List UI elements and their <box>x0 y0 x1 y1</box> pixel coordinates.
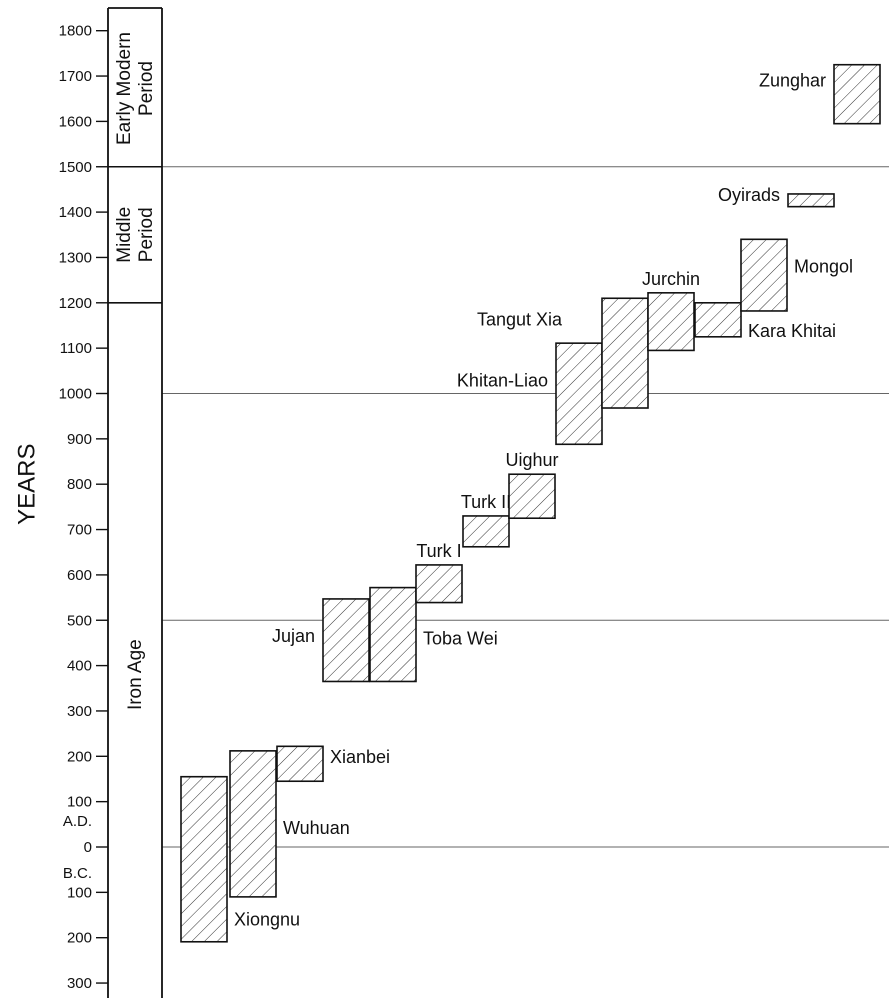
bar-uighur <box>508 473 556 520</box>
chart-frame <box>107 7 163 998</box>
bar-kara-khitai <box>694 301 742 338</box>
y-tick-label: 300 <box>67 975 92 992</box>
y-tick-label: 1500 <box>59 159 92 176</box>
bar-label-kara-khitai: Kara Khitai <box>748 321 836 341</box>
bar-label-turk-ii: Turk II <box>461 492 511 512</box>
y-tick-label: 900 <box>67 431 92 448</box>
bar-tangut-xia <box>601 297 649 409</box>
bar-label-uighur: Uighur <box>505 450 558 470</box>
y-tick-label: 0 <box>84 839 92 856</box>
bar-khitan-liao <box>555 342 603 446</box>
bar-jurchin <box>647 292 695 352</box>
y-tick-label: 200 <box>67 930 92 947</box>
era-iron-age: Iron Age <box>125 639 146 710</box>
y-tick-label: 100 <box>67 794 92 811</box>
y-tick-label: 1000 <box>59 386 92 403</box>
bar-jujan <box>322 598 370 683</box>
bar-label-mongol: Mongol <box>794 257 853 277</box>
y-tick-label: 800 <box>67 476 92 493</box>
y-tick-label: 200 <box>67 748 92 765</box>
y-tick-label: 300 <box>67 703 92 720</box>
y-tick-label: 1100 <box>60 340 92 357</box>
y-tick-label: 1400 <box>59 204 92 221</box>
bar-xiongnu <box>180 775 228 943</box>
bar-oyirads <box>787 193 835 208</box>
bar-label-jujan: Jujan <box>272 626 315 646</box>
y-tick-label: 500 <box>67 612 92 629</box>
ad-marker: A.D. <box>63 813 92 830</box>
y-tick-label: 100 <box>67 884 92 901</box>
bar-wuhuan <box>229 750 277 898</box>
bar-turk-ii <box>462 515 510 548</box>
bar-label-oyirads: Oyirads <box>718 185 780 205</box>
era-label: Period <box>136 207 157 262</box>
y-tick-label: 1600 <box>59 113 92 130</box>
y-axis: YEARS 1800 1700 1600 1500 1400 1300 1200 1100 10… <box>13 23 108 992</box>
y-axis-title: YEARS <box>13 444 40 525</box>
bar-label-tangut-xia: Tangut Xia <box>477 310 563 330</box>
bc-marker: B.C. <box>63 865 92 882</box>
era-middle-period: Middle Period <box>114 207 157 263</box>
bar-turk-i <box>415 564 463 604</box>
era-label: Middle <box>114 207 135 263</box>
bars <box>180 63 881 943</box>
bar-label-wuhuan: Wuhuan <box>283 818 350 838</box>
y-tick-label: 1300 <box>59 249 92 266</box>
era-label: Iron Age <box>125 639 146 710</box>
y-tick-label: 1200 <box>59 295 92 312</box>
bar-label-jurchin: Jurchin <box>642 269 700 289</box>
era-early-modern-period: Early Modern Period <box>114 32 157 145</box>
bar-zunghar <box>833 63 881 125</box>
y-tick-label: 1800 <box>59 23 92 40</box>
bar-label-xianbei: Xianbei <box>330 747 390 767</box>
bar-toba-wei <box>369 586 417 683</box>
y-tick-label: 700 <box>67 522 92 539</box>
bar-mongol <box>740 238 788 312</box>
bar-label-zunghar: Zunghar <box>759 71 826 91</box>
gridlines <box>162 166 889 848</box>
bar-label-xiongnu: Xiongnu <box>234 910 300 930</box>
bar-labels: Xiongnu Wuhuan Xianbei Jujan Toba Wei Turk I T… <box>234 71 853 930</box>
y-tick-label: 400 <box>67 658 92 675</box>
bar-xianbei <box>276 745 324 783</box>
bar-label-khitan-liao: Khitan-Liao <box>457 370 548 390</box>
y-tick-label: 1700 <box>59 68 92 85</box>
y-tick-label: 600 <box>67 567 92 584</box>
bar-label-turk-i: Turk I <box>416 541 461 561</box>
bar-label-toba-wei: Toba Wei <box>423 628 498 648</box>
era-label: Period <box>136 61 157 116</box>
era-label: Early Modern <box>114 32 135 145</box>
